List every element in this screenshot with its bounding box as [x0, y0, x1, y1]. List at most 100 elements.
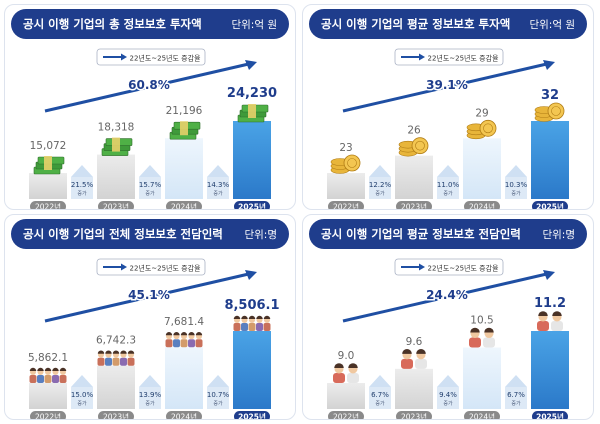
panel-total-investment: 공시 이행 기업의 총 정보보호 투자액 단위:억 원 22년도~25년도 증감… [4, 4, 296, 210]
growth-arrow-icon [437, 165, 459, 199]
growth-rate: 15.0% [71, 391, 94, 399]
category-text: 2022년 [333, 202, 359, 211]
growth-rate: 14.3% [207, 181, 230, 189]
category-label: 2022년 [328, 201, 364, 211]
growth-caption: 증가 [145, 400, 155, 407]
category-label: 2022년 [30, 411, 66, 421]
category-text: 2024년 [171, 412, 197, 421]
bar-2024년 [165, 347, 203, 409]
growth-rate: 9.4% [439, 391, 457, 399]
value-label: 7,681.4 [164, 316, 204, 328]
category-label: 2025년 [234, 411, 270, 419]
growth-rate: 21.5% [71, 181, 94, 189]
category-label: 2025년 [234, 201, 270, 211]
growth-rate: 6.7% [371, 391, 389, 399]
legend-box [394, 258, 504, 276]
value-label: 32 [541, 88, 559, 103]
value-label: 11.2 [534, 296, 566, 311]
bar-2023년 [395, 368, 433, 409]
panel-header: 공시 이행 기업의 평균 정보보호 전담인력 단위:명 [309, 219, 587, 249]
chart-title: 공시 이행 기업의 평균 정보보호 투자액 [321, 17, 511, 31]
bar-2025년 [531, 121, 569, 199]
trend-arrowhead-icon [543, 60, 555, 70]
category-label: 2024년 [166, 201, 202, 209]
trend-arrow-icon [342, 61, 552, 113]
growth-rate: 15.7% [139, 181, 162, 189]
legend-label: 22년도~25년도 증감율 [428, 264, 500, 273]
category-label: 2025년 [532, 201, 568, 211]
value-label: 21,196 [166, 105, 203, 117]
people-group-icon [97, 350, 135, 366]
legend-arrowhead-icon [419, 53, 425, 61]
growth-arrow-icon [369, 165, 391, 199]
growth-caption: 증가 [145, 190, 155, 197]
growth-rate: 11.0% [437, 181, 460, 189]
bar-2022년 [29, 173, 67, 199]
growth-rate: 6.7% [507, 391, 525, 399]
coins-icon [330, 154, 361, 174]
value-label: 23 [339, 142, 352, 154]
total-growth-label: 39.1% [426, 78, 468, 92]
trend-arrowhead-icon [245, 60, 257, 70]
panel-average-investment: 공시 이행 기업의 평균 정보보호 투자액 단위:억 원 22년도~25년도 증… [302, 4, 594, 210]
category-label: 2023년 [396, 201, 432, 209]
category-text: 2025년 [536, 202, 564, 211]
growth-rate: 13.9% [139, 391, 162, 399]
money-stack-icon [33, 156, 65, 175]
bar-2022년 [29, 383, 67, 409]
total-growth-label: 60.8% [128, 78, 170, 92]
category-text: 2022년 [35, 412, 61, 421]
legend-label: 22년도~25년도 증감율 [130, 264, 202, 273]
category-label: 2025년 [532, 411, 568, 421]
chart-total-investment: 22년도~25년도 증감율 15,072 2022년 18,318 2023년 21,19… [29, 48, 277, 211]
bar-2024년 [463, 138, 501, 199]
growth-rate: 12.2% [369, 181, 392, 189]
legend-box [96, 258, 206, 276]
value-label: 15,072 [30, 140, 67, 152]
total-growth-label: 24.4% [426, 288, 468, 302]
coins-icon [466, 119, 497, 140]
money-stack-icon [237, 104, 269, 123]
chart-total-staff: 22년도~25년도 증감율 5,862.1 2022년 6,742.3 2023년 7,6… [28, 258, 280, 421]
value-label: 18,318 [98, 122, 135, 134]
trend-arrowhead-icon [245, 270, 257, 280]
growth-caption: 증가 [443, 190, 453, 197]
bar-2023년 [97, 365, 135, 409]
growth-caption: 증가 [443, 400, 453, 407]
growth-caption: 증가 [511, 400, 521, 407]
unit-label: 단위:억 원 [529, 18, 575, 31]
trend-arrow-icon [342, 271, 552, 323]
value-label: 9.6 [406, 336, 423, 348]
trend-arrow-icon [44, 61, 254, 113]
chart-title: 공시 이행 기업의 전체 정보보호 전담인력 [23, 227, 223, 241]
coins-icon [534, 102, 565, 122]
value-label: 9.0 [338, 350, 355, 362]
people-group-icon [165, 332, 203, 348]
legend-arrowhead-icon [121, 53, 127, 61]
growth-caption: 증가 [511, 190, 521, 197]
legend: 22년도~25년도 증감율 [96, 48, 206, 66]
people-group-icon [233, 315, 271, 331]
people-pair-icon [537, 311, 563, 331]
category-text: 2025년 [536, 412, 564, 421]
legend-label: 22년도~25년도 증감율 [428, 54, 500, 63]
growth-arrow-icon [369, 375, 391, 409]
value-label: 8,506.1 [224, 298, 279, 313]
trend-arrow-icon [44, 271, 254, 323]
unit-label: 단위:억 원 [231, 18, 277, 31]
chart-average-investment: 22년도~25년도 증감율 23 2022년 26 2023년 29 2024년 32 2025… [327, 48, 569, 211]
category-text: 2025년 [238, 202, 266, 211]
growth-caption: 증가 [375, 400, 385, 407]
category-text: 2023년 [401, 412, 427, 421]
category-label: 2023년 [396, 411, 432, 421]
legend: 22년도~25년도 증감율 [394, 48, 504, 66]
category-text: 2024년 [469, 202, 495, 211]
panel-total-staff: 공시 이행 기업의 전체 정보보호 전담인력 단위:명 22년도~25년도 증감… [4, 214, 296, 420]
growth-caption: 증가 [77, 400, 87, 407]
bar-2022년 [327, 173, 365, 199]
panel-header: 공시 이행 기업의 총 정보보호 투자액 단위:억 원 [11, 9, 289, 39]
legend-label: 22년도~25년도 증감율 [130, 54, 202, 63]
bar-2023년 [97, 154, 135, 199]
panel-header: 공시 이행 기업의 전체 정보보호 전담인력 단위:명 [11, 219, 289, 249]
unit-label: 단위:명 [244, 228, 277, 241]
